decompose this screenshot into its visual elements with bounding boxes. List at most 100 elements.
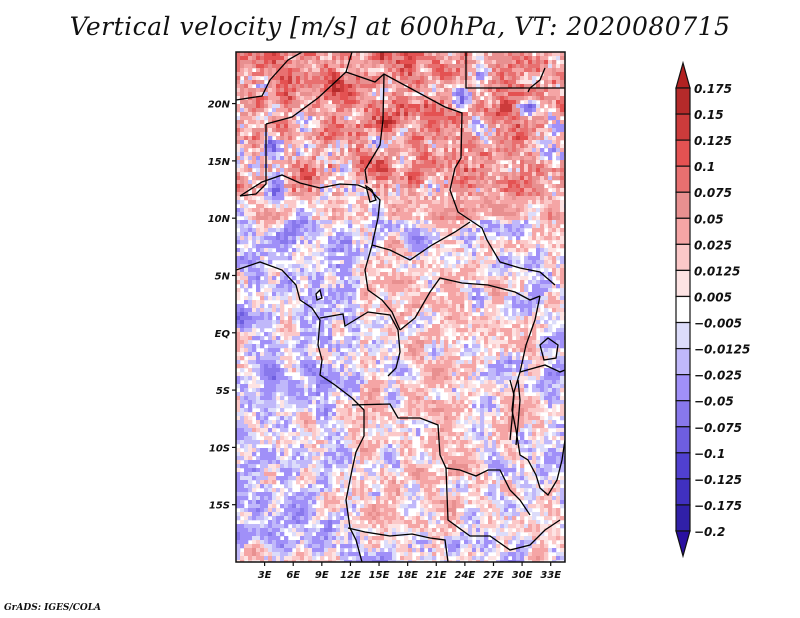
field-cell bbox=[412, 148, 417, 153]
field-cell bbox=[264, 216, 269, 221]
field-cell bbox=[336, 212, 341, 217]
field-cell bbox=[352, 304, 357, 309]
field-cell bbox=[516, 92, 521, 97]
field-cell bbox=[404, 216, 409, 221]
field-cell bbox=[244, 76, 249, 81]
field-cell bbox=[464, 184, 469, 189]
field-cell bbox=[384, 304, 389, 309]
field-cell bbox=[504, 140, 509, 145]
field-cell bbox=[288, 224, 293, 229]
field-cell bbox=[516, 104, 521, 109]
field-cell bbox=[488, 100, 493, 105]
field-cell bbox=[412, 296, 417, 301]
field-cell bbox=[404, 164, 409, 169]
field-cell bbox=[260, 132, 265, 137]
field-cell bbox=[312, 60, 317, 65]
field-cell bbox=[456, 184, 461, 189]
field-cell bbox=[364, 232, 369, 237]
field-cell bbox=[328, 252, 333, 257]
field-cell bbox=[444, 164, 449, 169]
field-cell bbox=[256, 184, 261, 189]
field-cell bbox=[436, 300, 441, 305]
field-cell bbox=[308, 244, 313, 249]
field-cell bbox=[472, 108, 477, 113]
field-cell bbox=[536, 56, 541, 61]
field-cell bbox=[268, 268, 273, 273]
field-cell bbox=[292, 184, 297, 189]
field-cell bbox=[408, 140, 413, 145]
field-cell bbox=[384, 92, 389, 97]
field-cell bbox=[448, 284, 453, 289]
field-cell bbox=[276, 172, 281, 177]
field-cell bbox=[416, 296, 421, 301]
field-cell bbox=[520, 228, 525, 233]
field-cell bbox=[532, 260, 537, 265]
field-cell bbox=[368, 140, 373, 145]
field-cell bbox=[420, 60, 425, 65]
field-cell bbox=[388, 300, 393, 305]
field-cell bbox=[432, 216, 437, 221]
field-cell bbox=[460, 172, 465, 177]
field-cell bbox=[460, 312, 465, 317]
field-cell bbox=[488, 292, 493, 297]
field-cell bbox=[264, 68, 269, 73]
field-cell bbox=[552, 188, 557, 193]
field-cell bbox=[336, 232, 341, 237]
field-cell bbox=[268, 168, 273, 173]
field-cell bbox=[432, 144, 437, 149]
field-cell bbox=[360, 128, 365, 133]
field-cell bbox=[332, 208, 337, 213]
field-cell bbox=[328, 108, 333, 113]
field-cell bbox=[544, 256, 549, 261]
field-cell bbox=[316, 232, 321, 237]
field-cell bbox=[376, 104, 381, 109]
field-cell bbox=[436, 288, 441, 293]
field-cell bbox=[468, 100, 473, 105]
field-cell bbox=[248, 144, 253, 149]
field-cell bbox=[488, 252, 493, 257]
field-cell bbox=[264, 208, 269, 213]
field-cell bbox=[392, 152, 397, 157]
field-cell bbox=[520, 308, 525, 313]
field-cell bbox=[432, 64, 437, 69]
field-cell bbox=[356, 152, 361, 157]
field-cell bbox=[276, 216, 281, 221]
field-cell bbox=[384, 136, 389, 141]
field-cell bbox=[476, 168, 481, 173]
field-cell bbox=[336, 316, 341, 321]
field-cell bbox=[436, 92, 441, 97]
field-cell bbox=[424, 260, 429, 265]
field-cell bbox=[376, 152, 381, 157]
field-cell bbox=[512, 192, 517, 197]
field-cell bbox=[508, 256, 513, 261]
field-cell bbox=[524, 96, 529, 101]
field-cell bbox=[512, 204, 517, 209]
field-cell bbox=[420, 184, 425, 189]
field-cell bbox=[492, 88, 497, 93]
field-cell bbox=[304, 180, 309, 185]
field-cell bbox=[508, 56, 513, 61]
field-cell bbox=[452, 300, 457, 305]
field-cell bbox=[332, 84, 337, 89]
field-cell bbox=[276, 124, 281, 129]
field-cell bbox=[272, 108, 277, 113]
field-cell bbox=[324, 204, 329, 209]
field-cell bbox=[304, 188, 309, 193]
field-cell bbox=[404, 208, 409, 213]
field-cell bbox=[296, 300, 301, 305]
field-cell bbox=[296, 176, 301, 181]
field-cell bbox=[480, 140, 485, 145]
field-cell bbox=[496, 284, 501, 289]
field-cell bbox=[520, 240, 525, 245]
field-cell bbox=[292, 196, 297, 201]
field-cell bbox=[468, 224, 473, 229]
field-cell bbox=[456, 176, 461, 181]
field-cell bbox=[340, 244, 345, 249]
field-cell bbox=[548, 64, 553, 69]
field-cell bbox=[444, 236, 449, 241]
field-cell bbox=[436, 304, 441, 309]
field-cell bbox=[296, 168, 301, 173]
field-cell bbox=[404, 72, 409, 77]
field-cell bbox=[424, 140, 429, 145]
field-cell bbox=[292, 148, 297, 153]
